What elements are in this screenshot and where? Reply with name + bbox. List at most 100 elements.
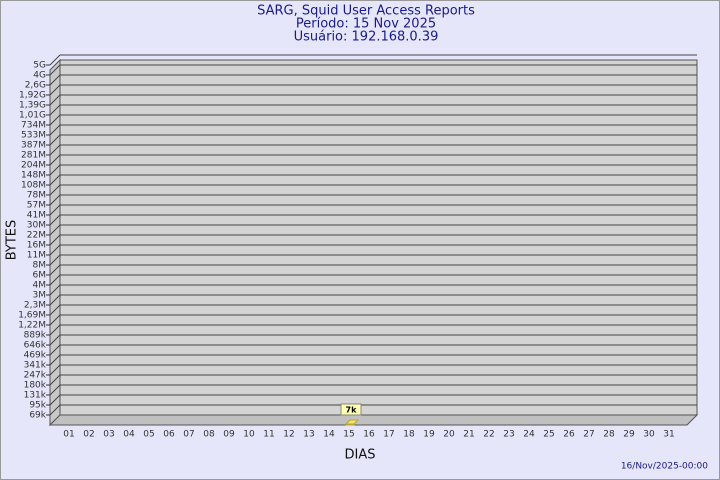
x-tick-label: 30: [643, 430, 655, 440]
grid-line: [49, 314, 61, 326]
x-tick-label: 16: [363, 430, 375, 440]
x-tick-label: 06: [163, 430, 175, 440]
y-tick-label: 469k: [24, 351, 47, 361]
x-tick-label: 10: [243, 430, 255, 440]
grid-line: [49, 154, 61, 166]
grid-line: [49, 304, 61, 316]
x-tick-label: 23: [503, 430, 514, 440]
y-tick-label: 8M: [33, 261, 47, 271]
y-tick-label: 6M: [33, 271, 47, 281]
y-tick-label: 180k: [24, 381, 47, 391]
grid-line: [49, 204, 61, 216]
y-tick-label: 4G: [33, 71, 46, 81]
bar-top: [344, 419, 360, 425]
y-tick-label: 69k: [29, 411, 46, 421]
chart-subtitle: Período: 15 Nov 2025: [296, 17, 436, 32]
x-tick-label: 04: [123, 430, 135, 440]
grid-line: [49, 104, 61, 116]
y-tick-label: 41M: [27, 211, 46, 221]
x-tick-label: 27: [583, 430, 594, 440]
y-tick-label: 4M: [33, 281, 47, 291]
chart-title: SARG, Squid User Access Reports: [257, 4, 475, 19]
grid-line: [49, 254, 61, 266]
y-tick-label: 2,6G: [25, 81, 46, 91]
x-tick-label: 25: [543, 430, 554, 440]
y-tick-label: 148M: [21, 171, 46, 181]
x-tick-label: 28: [603, 430, 615, 440]
grid-line: [49, 404, 61, 416]
x-tick-label: 19: [423, 430, 435, 440]
x-tick-label: 02: [83, 430, 94, 440]
x-tick-label: 22: [483, 430, 494, 440]
x-tick-label: 14: [323, 430, 335, 440]
grid-line: [49, 214, 61, 226]
x-axis-label: DIAS: [345, 448, 376, 463]
grid-line: [49, 394, 61, 406]
y-tick-label: 108M: [21, 181, 46, 191]
value-label-box: [340, 403, 362, 416]
grid-line: [49, 114, 61, 126]
x-tick-label: 15: [343, 430, 354, 440]
x-tick-label: 01: [63, 430, 74, 440]
grid-line: [49, 274, 61, 286]
y-tick-label: 1,69M: [18, 311, 46, 321]
y-tick-label: 2,3M: [24, 301, 46, 311]
y-tick-label: 131k: [24, 391, 47, 401]
grid-line: [49, 234, 61, 246]
x-tick-label: 31: [663, 430, 674, 440]
x-tick-label: 17: [383, 430, 394, 440]
x-tick-label: 07: [183, 430, 194, 440]
y-tick-label: 889k: [24, 331, 47, 341]
x-tick-label: 08: [203, 430, 215, 440]
y-tick-label: 22M: [27, 231, 46, 241]
y-tick-label: 247k: [24, 371, 47, 381]
grid-line: [49, 284, 61, 296]
x-tick-label: 26: [563, 430, 575, 440]
floor: [48, 414, 699, 426]
grid-line: [49, 364, 61, 376]
grid-line: [49, 344, 61, 356]
grid-line: [49, 64, 61, 76]
y-tick-label: 1,92G: [19, 91, 46, 101]
grid-line: [49, 74, 61, 86]
grid-line: [49, 264, 61, 276]
y-tick-label: 387M: [21, 141, 46, 151]
grid-line: [49, 294, 61, 306]
grid-line: [49, 184, 61, 196]
y-tick-label: 16M: [27, 241, 46, 251]
y-tick-label: 533M: [21, 131, 46, 141]
grid-line: [49, 374, 61, 386]
y-tick-label: 1,22M: [18, 321, 46, 331]
grid-line: [49, 94, 61, 106]
x-tick-label: 12: [283, 430, 294, 440]
chart-subtitle: Usuário: 192.168.0.39: [294, 30, 439, 45]
y-tick-label: 5G: [33, 61, 46, 71]
x-tick-label: 29: [623, 430, 635, 440]
grid-line: [49, 334, 61, 346]
x-tick-label: 03: [103, 430, 114, 440]
y-tick-label: 341k: [24, 361, 47, 371]
y-tick-label: 95k: [29, 401, 46, 411]
x-tick-label: 11: [263, 430, 274, 440]
x-tick-label: 24: [523, 430, 535, 440]
x-tick-label: 09: [223, 430, 235, 440]
grid-line: [49, 54, 61, 66]
value-label: 7k: [346, 405, 358, 414]
x-tick-label: 05: [143, 430, 154, 440]
x-tick-label: 21: [463, 430, 474, 440]
footer: 16/Nov/2025-00:00: [621, 462, 708, 472]
grid-line: [49, 354, 61, 366]
y-tick-label: 281M: [21, 151, 46, 161]
y-tick-label: 3M: [33, 291, 47, 301]
y-axis-label: BYTES: [5, 220, 20, 261]
y-tick-label: 1,01G: [19, 111, 46, 121]
grid-line: [49, 124, 61, 136]
grid-line: [49, 194, 61, 206]
x-tick-label: 13: [303, 430, 314, 440]
grid-line: [49, 144, 61, 156]
y-tick-label: 57M: [27, 201, 46, 211]
grid-line: [49, 174, 61, 186]
y-tick-label: 30M: [27, 221, 46, 231]
y-tick-label: 78M: [27, 191, 46, 201]
